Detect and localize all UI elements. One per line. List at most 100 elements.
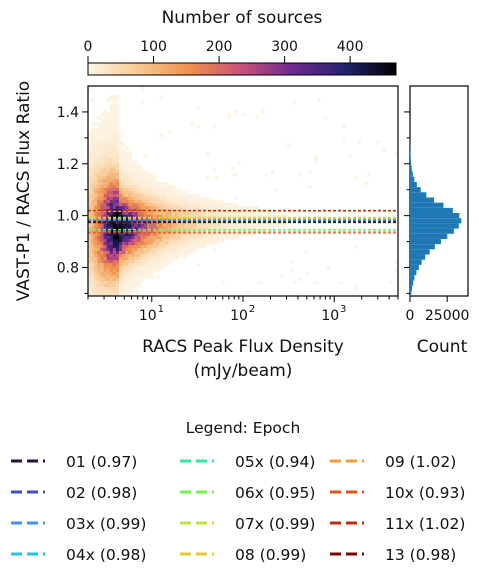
heatmap-cell xyxy=(97,200,101,204)
heatmap-cell xyxy=(143,263,148,267)
heatmap-cell xyxy=(146,260,151,264)
heatmap-cell xyxy=(100,179,104,183)
heatmap-cell xyxy=(119,188,123,192)
heatmap-cell xyxy=(115,203,120,207)
heatmap-cell xyxy=(134,191,138,195)
heatmap-cell xyxy=(255,212,259,216)
heatmap-cell xyxy=(215,230,219,234)
heatmap-cell xyxy=(168,242,173,246)
legend-label: 04x (0.98) xyxy=(66,546,146,564)
heatmap-cell xyxy=(109,95,114,99)
heatmap-cell xyxy=(100,131,104,135)
heatmap-cell xyxy=(88,284,92,288)
heatmap-cell xyxy=(131,242,135,246)
heatmap-cell xyxy=(208,239,213,243)
heatmap-cell xyxy=(115,188,120,192)
heatmap-cell xyxy=(97,128,101,132)
heatmap-cell xyxy=(174,224,179,228)
heatmap-cell xyxy=(119,146,123,150)
heatmap-cell xyxy=(153,269,157,273)
heatmap-cell xyxy=(308,170,312,174)
heatmap-cell xyxy=(109,257,114,261)
histogram-bar xyxy=(410,192,427,198)
legend-entry: 02 (0.98) xyxy=(11,484,137,502)
heatmap-cell xyxy=(171,242,176,246)
heatmap-cell xyxy=(168,236,173,240)
heatmap-cell xyxy=(162,254,166,258)
heatmap-cell xyxy=(171,200,176,204)
heatmap-cell xyxy=(215,233,219,237)
heatmap-cell xyxy=(150,251,154,255)
heatmap-cell xyxy=(88,155,92,159)
heatmap-cell xyxy=(221,203,225,207)
heatmap-cell xyxy=(88,266,92,270)
heatmap-cell xyxy=(215,176,219,180)
heatmap-cell xyxy=(239,206,244,210)
heatmap-cell xyxy=(165,224,169,228)
heatmap-cell xyxy=(109,122,114,126)
heatmap-cell xyxy=(224,215,228,219)
heatmap-cell xyxy=(190,206,194,210)
heatmap-cell xyxy=(146,182,151,186)
heatmap-cell xyxy=(122,227,126,231)
heatmap-cell xyxy=(112,197,117,201)
heatmap-cell xyxy=(115,167,120,171)
heatmap-cell xyxy=(146,251,151,255)
heatmap-cell xyxy=(94,203,98,207)
heatmap-cell xyxy=(146,236,151,240)
heatmap-cell xyxy=(125,248,129,252)
heatmap-cell xyxy=(103,170,107,174)
heatmap-cell xyxy=(100,275,104,279)
heatmap-cell xyxy=(159,260,163,264)
heatmap-cell xyxy=(109,104,114,108)
heatmap-cell xyxy=(109,194,114,198)
heatmap-cell xyxy=(122,206,126,210)
heatmap-cell xyxy=(218,236,222,240)
heatmap-cell xyxy=(91,281,95,285)
heatmap-cell xyxy=(168,257,173,261)
legend-entry: 04x (0.98) xyxy=(11,546,146,564)
heatmap-cell xyxy=(230,209,235,213)
heatmap-cell xyxy=(187,236,191,240)
heatmap-cell xyxy=(264,215,269,219)
heatmap-cell xyxy=(91,266,95,270)
heatmap-cell xyxy=(106,266,111,270)
heatmap-cell xyxy=(115,290,120,294)
heatmap-cell xyxy=(199,206,204,210)
heatmap-cell xyxy=(112,101,117,105)
heatmap-cell xyxy=(171,233,176,237)
heatmap-cell xyxy=(94,239,98,243)
heatmap-cell xyxy=(94,263,98,267)
heatmap-cell xyxy=(174,242,179,246)
heatmap-cell xyxy=(97,254,101,258)
heatmap-cell xyxy=(115,131,120,135)
heatmap-cell xyxy=(221,236,225,240)
heatmap-cell xyxy=(165,248,169,252)
heatmap-cell xyxy=(230,233,235,237)
heatmap-cell xyxy=(109,182,114,186)
heatmap-cell xyxy=(91,248,95,252)
heatmap-cell xyxy=(199,221,204,225)
heatmap-cell xyxy=(196,236,200,240)
heatmap-cell xyxy=(159,224,163,228)
heatmap-cell xyxy=(94,140,98,144)
x-tick-exponent: 1 xyxy=(158,304,164,315)
heatmap-cell xyxy=(146,176,151,180)
heatmap-cell xyxy=(115,251,120,255)
heatmap-cell xyxy=(261,224,266,228)
heatmap-cell xyxy=(140,182,145,186)
heatmap-cell xyxy=(190,122,194,126)
heatmap-cell xyxy=(115,242,120,246)
heatmap-cell xyxy=(131,164,135,168)
heatmap-cell xyxy=(196,203,200,207)
heatmap-cell xyxy=(168,188,173,192)
heatmap-cell xyxy=(137,170,142,174)
heatmap-cell xyxy=(97,203,101,207)
heatmap-cell xyxy=(249,206,253,210)
heatmap-cell xyxy=(227,236,231,240)
heatmap-cell xyxy=(193,194,197,198)
heatmap-cell xyxy=(128,233,132,237)
heatmap-cell xyxy=(103,293,107,296)
heatmap-cell xyxy=(205,227,210,231)
heatmap-cell xyxy=(94,266,98,270)
